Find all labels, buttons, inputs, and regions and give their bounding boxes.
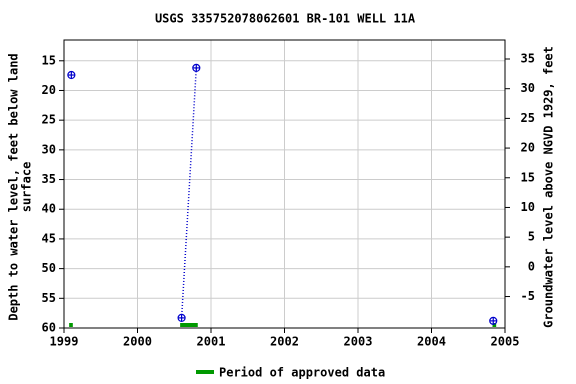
y2-tick-label: 10: [521, 200, 535, 214]
y-axis-label: Depth to water level, feet below land: [7, 53, 21, 320]
x-tick-label: 2005: [491, 335, 520, 349]
x-tick-label: 2001: [197, 335, 226, 349]
y-tick-label: 30: [42, 142, 56, 156]
y2-tick-label: -5: [521, 289, 535, 303]
x-tick-label: 2000: [123, 335, 152, 349]
y2-tick-label: 15: [521, 170, 535, 184]
y-tick-label: 25: [42, 113, 56, 127]
y-tick-label: 45: [42, 231, 56, 245]
y-tick-label: 40: [42, 202, 56, 216]
y-tick-label: 55: [42, 291, 56, 305]
approved-period: [492, 323, 497, 327]
y2-tick-label: 30: [521, 81, 535, 95]
y2-tick-label: 35: [521, 52, 535, 66]
y2-tick-label: 0: [528, 259, 535, 273]
x-tick-label: 2002: [270, 335, 299, 349]
y-tick-label: 20: [42, 83, 56, 97]
y-axis-label: surface: [20, 162, 34, 213]
y2-tick-label: 20: [521, 141, 535, 155]
x-tick-label: 2003: [344, 335, 373, 349]
plot-frame: [63, 39, 506, 329]
y2-tick-label: 25: [521, 111, 535, 125]
data-point: [489, 316, 498, 325]
approved-period: [69, 323, 73, 327]
y-tick-label: 15: [42, 53, 56, 67]
approved-period: [180, 323, 198, 327]
x-tick-label: 1999: [50, 335, 79, 349]
data-point: [67, 70, 76, 80]
y-tick-label: 60: [42, 321, 56, 335]
y2-axis-label: Groundwater level above NGVD 1929, feet: [542, 46, 556, 328]
legend-label: Period of approved data: [219, 366, 385, 380]
data-point: [192, 63, 201, 73]
y2-tick-label: 5: [528, 230, 535, 244]
y-tick-label: 35: [42, 172, 56, 186]
data-point: [177, 313, 186, 323]
y-tick-label: 50: [42, 261, 56, 275]
x-tick-label: 2004: [417, 335, 446, 349]
chart-title: USGS 335752078062601 BR-101 WELL 11A: [155, 12, 416, 26]
